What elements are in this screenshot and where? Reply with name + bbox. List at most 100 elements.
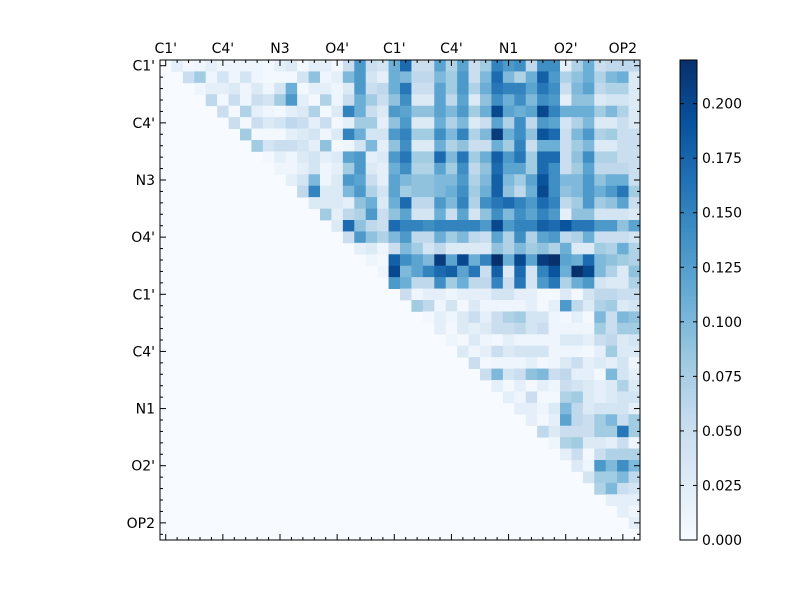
heatmap-cell: [560, 380, 572, 392]
colorbar-segment: [680, 364, 697, 369]
heatmap-cell: [365, 117, 378, 129]
heatmap-cell: [594, 242, 607, 255]
heatmap-cell: [548, 345, 561, 358]
heatmap-cell: [377, 254, 389, 267]
heatmap-cell: [342, 162, 355, 175]
heatmap-cell: [617, 128, 629, 141]
heatmap-cell: [365, 71, 378, 84]
heatmap-cell: [525, 254, 538, 267]
colorbar-segment: [680, 292, 697, 297]
heatmap-cell: [365, 254, 378, 267]
heatmap-cell: [525, 265, 538, 278]
heatmap-cell: [628, 82, 641, 95]
heatmap-cell: [377, 185, 389, 198]
heatmap-cell: [422, 311, 435, 324]
heatmap-cell: [422, 117, 435, 129]
heatmap-cell: [354, 174, 367, 187]
heatmap-cell: [445, 128, 458, 141]
colorbar-segment: [680, 232, 697, 237]
heatmap-cell: [262, 82, 275, 95]
heatmap-cell: [297, 117, 309, 129]
heatmap-cell: [468, 185, 481, 198]
heatmap-cell: [594, 117, 607, 129]
heatmap-cell: [560, 140, 572, 152]
heatmap-cell: [491, 71, 504, 84]
heatmap-cell: [491, 174, 504, 187]
heatmap-cell: [571, 162, 584, 175]
heatmap-cell: [594, 380, 607, 392]
heatmap-cell: [525, 391, 538, 404]
colorbar-segment: [680, 108, 697, 113]
heatmap-cell: [594, 151, 607, 164]
heatmap-cell: [548, 140, 561, 152]
heatmap-cell: [525, 162, 538, 175]
heatmap-cell: [560, 220, 572, 232]
heatmap-cell: [491, 288, 504, 301]
heatmap-cell: [582, 414, 595, 427]
heatmap-cell: [594, 425, 607, 438]
heatmap-cell: [617, 300, 629, 312]
heatmap-cell: [582, 208, 595, 221]
heatmap-cell: [502, 197, 515, 209]
heatmap-cell: [422, 94, 435, 107]
heatmap-cell: [491, 231, 504, 244]
heatmap-cell: [571, 368, 584, 381]
plot-frame: [159, 59, 641, 541]
heatmap-cell: [560, 208, 572, 221]
colorbar-segment: [680, 476, 697, 481]
heatmap-cell: [308, 151, 321, 164]
heatmap-cell: [628, 185, 641, 198]
heatmap-cell: [457, 242, 469, 255]
x-tick-label: N3: [270, 41, 289, 57]
heatmap-cell: [400, 208, 412, 221]
x-tick-label: N1: [499, 41, 518, 57]
heatmap-cell: [434, 71, 447, 84]
heatmap-cell: [514, 300, 527, 312]
heatmap-cell: [205, 60, 218, 72]
heatmap-cell: [525, 105, 538, 118]
heatmap-cell: [320, 162, 332, 175]
heatmap-cell: [182, 60, 195, 72]
heatmap-cell: [400, 197, 412, 209]
colorbar-segment: [680, 240, 697, 245]
heatmap-cell: [194, 60, 207, 72]
heatmap-cell: [434, 185, 447, 198]
heatmap-cell: [445, 231, 458, 244]
heatmap-cell: [491, 254, 504, 267]
heatmap-cell: [308, 162, 321, 175]
heatmap-cell: [560, 94, 572, 107]
heatmap-cell: [445, 174, 458, 187]
heatmap-cell: [320, 174, 332, 187]
heatmap-cell: [182, 71, 195, 84]
heatmap-cell: [548, 402, 561, 415]
heatmap-cell: [320, 82, 332, 95]
heatmap-cell: [468, 311, 481, 324]
heatmap-cell: [560, 128, 572, 141]
heatmap-cell: [320, 197, 332, 209]
heatmap-cell: [411, 208, 424, 221]
heatmap-cell: [422, 208, 435, 221]
heatmap-cell: [491, 242, 504, 255]
heatmap-cell: [411, 288, 424, 301]
heatmap-cell: [571, 391, 584, 404]
heatmap-cell: [468, 151, 481, 164]
heatmap-cell: [537, 345, 549, 358]
heatmap-cell: [571, 208, 584, 221]
heatmap-cell: [274, 94, 287, 107]
heatmap-cell: [297, 151, 309, 164]
colorbar-segment: [680, 140, 697, 145]
heatmap-cell: [411, 105, 424, 118]
heatmap-cell: [365, 60, 378, 72]
heatmap-cell: [468, 231, 481, 244]
colorbar-segment: [680, 480, 697, 485]
heatmap-cell: [388, 220, 401, 232]
heatmap-cell: [582, 437, 595, 449]
heatmap-cell: [480, 288, 492, 301]
heatmap-cell: [537, 82, 549, 95]
heatmap-cell: [594, 128, 607, 141]
heatmap-cell: [617, 94, 629, 107]
heatmap-cell: [480, 151, 492, 164]
colorbar-segment: [680, 144, 697, 149]
heatmap-cell: [594, 322, 607, 335]
heatmap-cell: [525, 357, 538, 369]
